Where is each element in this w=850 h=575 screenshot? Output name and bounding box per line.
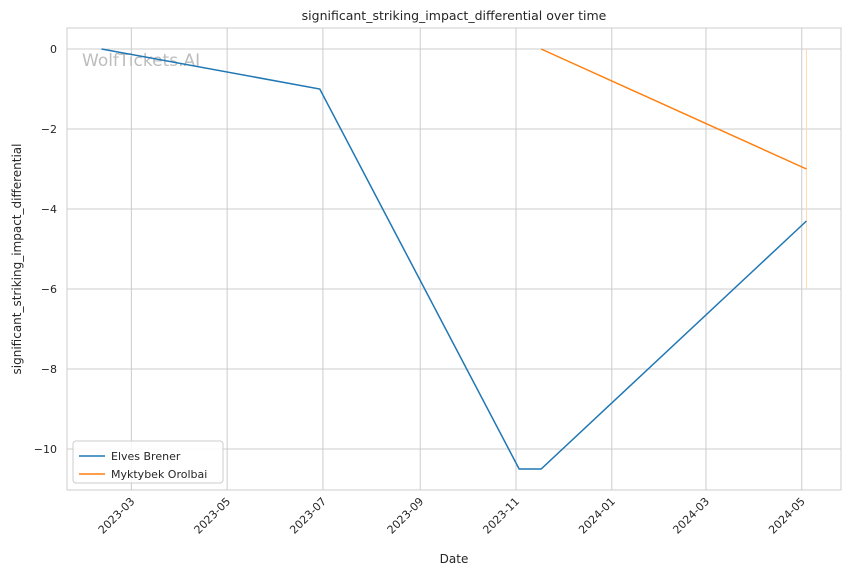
y-tick-label: −2 xyxy=(41,123,57,136)
x-tick-label: 2023-05 xyxy=(192,495,234,537)
watermark: WolfTickets.AI xyxy=(82,51,200,71)
legend: Elves Brener Myktybek Orolbai xyxy=(72,440,224,484)
x-tick-label: 2023-11 xyxy=(480,495,522,537)
series-lines xyxy=(101,48,807,470)
x-tick-label: 2023-03 xyxy=(96,495,138,537)
legend-label: Elves Brener xyxy=(111,450,181,463)
grid xyxy=(67,28,841,490)
y-tick-label: −4 xyxy=(41,203,57,216)
y-tick-label: −6 xyxy=(41,283,57,296)
y-tick-label: 0 xyxy=(50,43,57,56)
x-tick-label: 2023-07 xyxy=(287,495,329,537)
y-tick-label: −8 xyxy=(41,363,57,376)
y-axis-label: significant_striking_impact_differential xyxy=(10,144,24,375)
chart-title: significant_striking_impact_differential… xyxy=(302,8,607,23)
series-line-myktybek-orolbai xyxy=(540,48,807,170)
x-tick-label: 2024-03 xyxy=(670,495,712,537)
x-tick-label: 2024-01 xyxy=(576,495,618,537)
series-line-elves-brener xyxy=(101,48,807,470)
x-tick-labels: 2023-03 2023-05 2023-07 2023-09 2023-11 2024-… xyxy=(96,495,808,537)
x-axis-label: Date xyxy=(440,552,469,566)
x-tick-label: 2023-09 xyxy=(385,495,427,537)
y-tick-labels: 0 −2 −4 −6 −8 −10 xyxy=(34,43,57,456)
x-tick-label: 2024-05 xyxy=(766,495,808,537)
legend-label: Myktybek Orolbai xyxy=(111,468,207,481)
plot-frame xyxy=(66,27,842,491)
y-tick-label: −10 xyxy=(34,443,57,456)
